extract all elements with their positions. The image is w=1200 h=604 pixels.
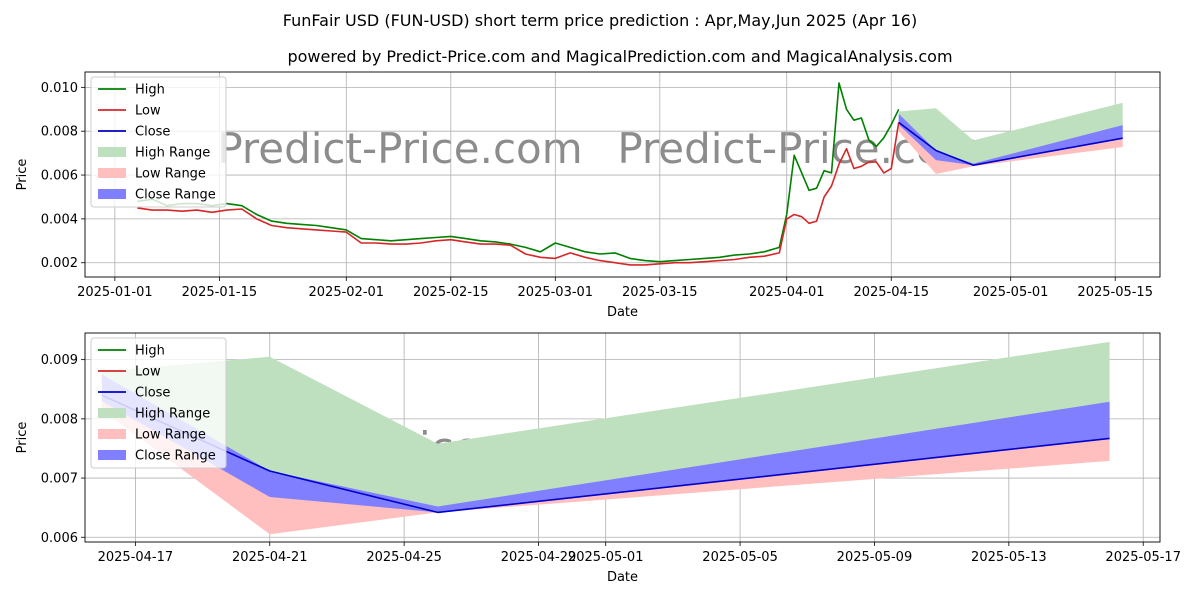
y-tick-label: 0.008 bbox=[41, 125, 78, 140]
legend-swatch bbox=[98, 429, 126, 439]
legend-label: Close bbox=[135, 125, 170, 140]
legend-label: Close Range bbox=[135, 188, 216, 203]
legend-label: Low Range bbox=[135, 167, 206, 182]
x-tick-label: 2025-05-13 bbox=[971, 550, 1047, 565]
legend-swatch bbox=[98, 147, 126, 157]
legend-label: Close bbox=[135, 386, 170, 401]
legend-label: High bbox=[135, 83, 165, 98]
legend-swatch bbox=[98, 408, 126, 418]
x-tick-label: 2025-04-25 bbox=[366, 550, 442, 565]
legend-swatch bbox=[98, 450, 126, 460]
x-tick-label: 2025-04-01 bbox=[749, 285, 825, 300]
y-tick-label: 0.004 bbox=[41, 212, 78, 227]
legend-swatch bbox=[98, 189, 126, 199]
x-tick-label: 2025-02-15 bbox=[413, 285, 489, 300]
chart-subtitle: powered by Predict-Price.com and Magical… bbox=[287, 47, 952, 66]
y-tick-label: 0.002 bbox=[41, 256, 78, 271]
x-tick-label: 2025-05-05 bbox=[702, 550, 778, 565]
legend-label: Low Range bbox=[135, 428, 206, 443]
x-tick-label: 2025-03-15 bbox=[622, 285, 698, 300]
x-tick-label: 2025-04-17 bbox=[98, 550, 174, 565]
x-tick-label: 2025-01-15 bbox=[182, 285, 258, 300]
x-tick-label: 2025-05-17 bbox=[1105, 550, 1181, 565]
legend-label: High bbox=[135, 344, 165, 359]
legend-label: High Range bbox=[135, 146, 210, 161]
x-axis-label: Date bbox=[607, 305, 638, 320]
y-axis-label: Price bbox=[15, 422, 30, 454]
y-tick-label: 0.008 bbox=[41, 412, 78, 427]
legend: High Low Close High Range Low Range Close Ran… bbox=[91, 77, 226, 207]
y-axis-label: Price bbox=[15, 159, 30, 191]
legend-label: Low bbox=[135, 365, 161, 380]
legend-swatch bbox=[98, 168, 126, 178]
x-tick-label: 2025-01-01 bbox=[77, 285, 153, 300]
chart-title: FunFair USD (FUN-USD) short term price p… bbox=[283, 11, 917, 30]
y-tick-label: 0.009 bbox=[41, 353, 78, 368]
x-tick-label: 2025-05-01 bbox=[568, 550, 644, 565]
x-tick-label: 2025-05-01 bbox=[973, 285, 1049, 300]
legend: High Low Close High Range Low Range Close Ran… bbox=[91, 338, 226, 468]
legend-label: High Range bbox=[135, 407, 210, 422]
y-tick-label: 0.010 bbox=[41, 81, 78, 96]
y-tick-label: 0.006 bbox=[41, 531, 78, 546]
legend-label: Close Range bbox=[135, 449, 216, 464]
x-tick-label: 2025-05-15 bbox=[1077, 285, 1153, 300]
x-tick-label: 2025-04-29 bbox=[501, 550, 577, 565]
plot-area bbox=[137, 83, 1122, 265]
y-tick-label: 0.007 bbox=[41, 472, 78, 487]
x-tick-label: 2025-04-21 bbox=[232, 550, 308, 565]
x-tick-label: 2025-03-01 bbox=[518, 285, 594, 300]
chart-panel-2: Predict-Price.comPredict-Price.com2025-0… bbox=[15, 333, 1181, 585]
x-axis-label: Date bbox=[607, 570, 638, 585]
y-tick-label: 0.006 bbox=[41, 169, 78, 184]
axes-frame bbox=[85, 72, 1160, 277]
x-tick-label: 2025-04-15 bbox=[853, 285, 929, 300]
x-tick-label: 2025-05-09 bbox=[837, 550, 913, 565]
x-tick-label: 2025-02-01 bbox=[309, 285, 385, 300]
legend-label: Low bbox=[135, 104, 161, 119]
